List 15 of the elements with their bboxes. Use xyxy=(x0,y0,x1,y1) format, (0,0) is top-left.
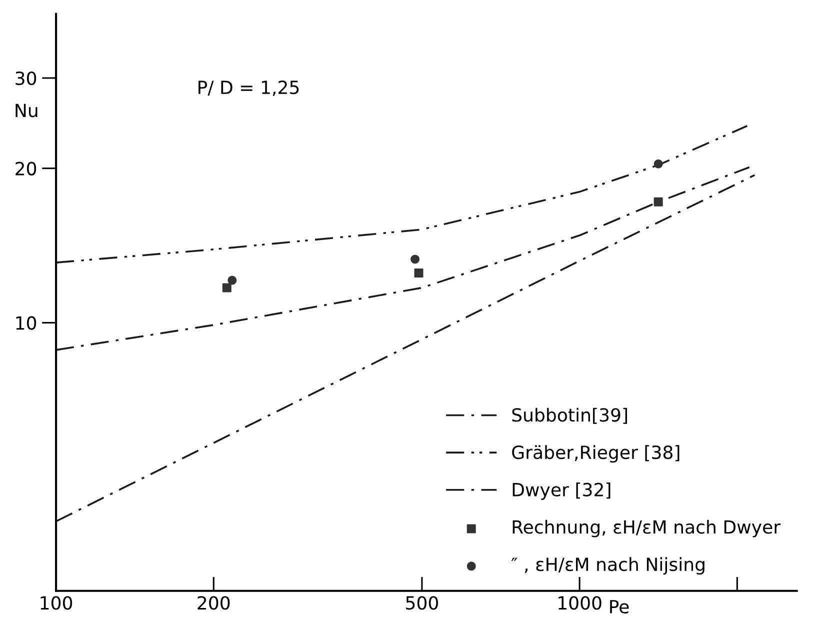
y-axis-title: Nu xyxy=(16,104,38,118)
annotation: P/ D = 1,25 xyxy=(198,80,299,96)
legend-label: Subbotin[39] xyxy=(512,408,628,424)
legend-label: Gräber,Rieger [38] xyxy=(512,445,680,463)
legend-label: ″ , εH/εM nach Nijsing xyxy=(511,557,704,575)
legend-label: Dwyer [32] xyxy=(512,482,610,500)
legend-label: Rechnung, εH/εM nach Dwyer xyxy=(512,520,781,538)
y-tick-label: 10 xyxy=(16,316,36,330)
x-tick-label: 500 xyxy=(406,596,438,610)
x-tick-label: 100 xyxy=(40,596,72,610)
y-tick-label: 20 xyxy=(16,162,36,176)
y-tick-label: 30 xyxy=(16,71,36,86)
x-tick-label: 200 xyxy=(198,596,230,610)
x-axis-title: Pe xyxy=(610,600,629,614)
x-tick-label: 1000 xyxy=(558,596,602,610)
